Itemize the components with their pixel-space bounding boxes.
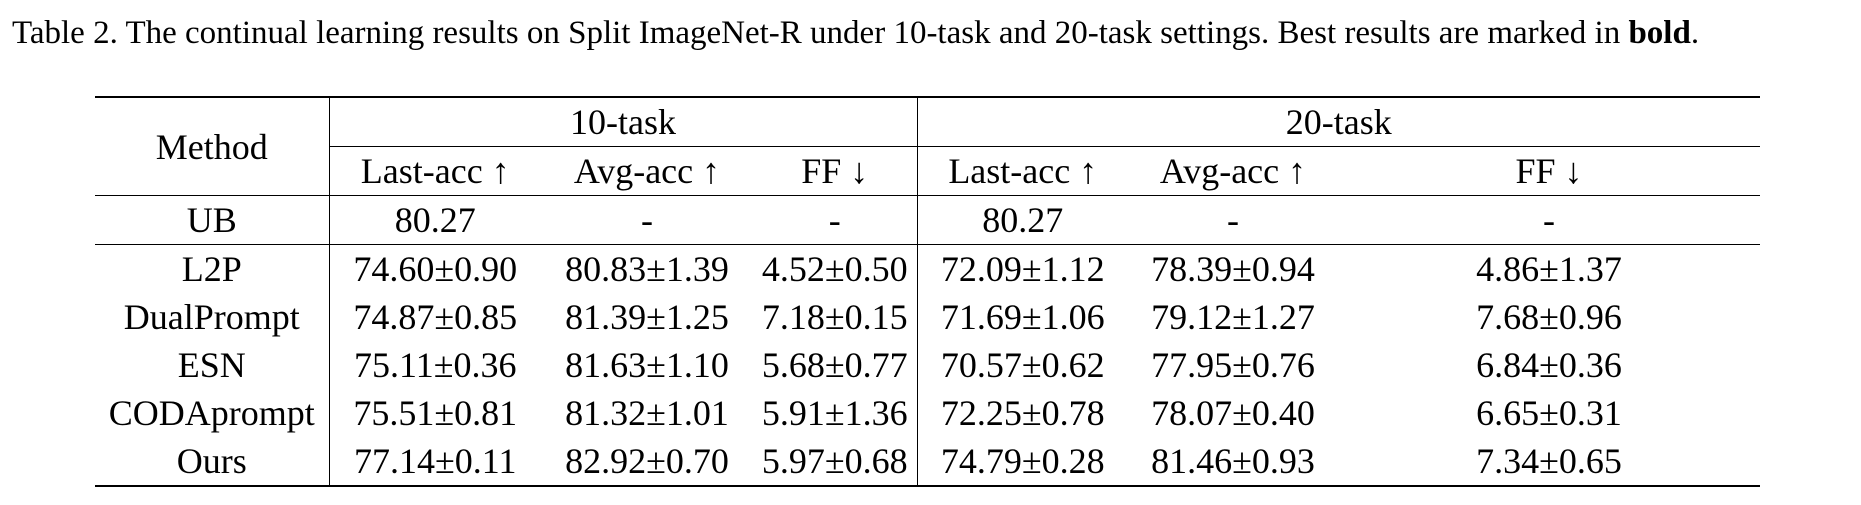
- method-cell: DualPrompt: [95, 293, 330, 341]
- value-cell: 81.63±1.10: [565, 345, 729, 385]
- value-cell: 74.60±0.90: [353, 249, 518, 289]
- caption-suffix: .: [1690, 15, 1700, 51]
- value-cell: 6.65±0.31: [1476, 393, 1622, 433]
- value-cell: 5.97±0.68: [753, 437, 918, 487]
- metric-header: Last-acc ↑: [917, 146, 1129, 196]
- method-cell: UB: [95, 195, 330, 245]
- table-row-ub: UB 80.27 - - 80.27 - -: [95, 195, 1761, 245]
- value-cell: -: [1128, 195, 1339, 245]
- value-cell: -: [541, 195, 753, 245]
- method-cell: Ours: [95, 437, 330, 487]
- value-cell: 7.18±0.15: [753, 293, 918, 341]
- value-cell: 78.07±0.40: [1151, 393, 1315, 433]
- value-cell-best: 77.14±0.11: [329, 437, 541, 487]
- metric-header: FF ↓: [1338, 146, 1761, 196]
- value-cell: 74.87±0.85: [353, 297, 518, 337]
- method-header: Method: [95, 96, 330, 196]
- value-cell: 71.69±1.06: [940, 297, 1105, 337]
- method-cell: ESN: [95, 341, 330, 389]
- metric-header-row: Last-acc ↑ Avg-acc ↑ FF ↓ Last-acc ↑ Avg…: [95, 146, 1761, 196]
- group-header-10-task: 10-task: [329, 96, 918, 147]
- method-cell: CODAprompt: [95, 389, 330, 437]
- value-cell-best: 4.52±0.50: [753, 244, 918, 293]
- value-cell: 81.39±1.25: [565, 297, 729, 337]
- method-cell: L2P: [95, 244, 330, 293]
- table-row: L2P 74.60±0.90 80.83±1.39 4.52±0.50 72.0…: [95, 244, 1760, 293]
- value-cell: 75.51±0.81: [353, 393, 518, 433]
- group-header-row: Method 10-task 20-task: [95, 96, 1761, 196]
- table-row: Ours 77.14±0.11 82.92±0.70 5.97±0.68 74.…: [95, 437, 1761, 487]
- metric-header: Last-acc ↑: [329, 146, 541, 196]
- value-cell: 70.57±0.62: [940, 345, 1105, 385]
- metric-header: Avg-acc ↑: [1128, 146, 1339, 196]
- value-cell: 75.11±0.36: [354, 345, 517, 385]
- value-cell: 78.39±0.94: [1151, 249, 1315, 289]
- value-cell: -: [753, 195, 918, 245]
- table-row: CODAprompt 75.51±0.81 81.32±1.01 5.91±1.…: [95, 389, 1760, 437]
- value-cell: -: [1338, 195, 1761, 245]
- value-cell: 77.95±0.76: [1151, 345, 1315, 385]
- value-cell: 80.27: [329, 195, 541, 245]
- value-cell-best: 74.79±0.28: [917, 437, 1129, 487]
- value-cell: 72.25±0.78: [940, 393, 1105, 433]
- results-table: Method 10-task 20-task Last-acc ↑ Avg-ac…: [95, 96, 1761, 487]
- value-cell: 7.34±0.65: [1338, 437, 1761, 487]
- value-cell-best: 82.92±0.70: [541, 437, 753, 487]
- value-cell: 6.84±0.36: [1476, 345, 1622, 385]
- value-cell: 7.68±0.96: [1476, 297, 1622, 337]
- value-cell: 81.32±1.01: [565, 393, 729, 433]
- value-cell: 80.27: [917, 195, 1129, 245]
- value-cell: 5.68±0.77: [753, 341, 918, 389]
- value-cell: 72.09±1.12: [940, 249, 1105, 289]
- table-row: ESN 75.11±0.36 81.63±1.10 5.68±0.77 70.5…: [95, 341, 1760, 389]
- metric-header: Avg-acc ↑: [541, 146, 753, 196]
- value-cell: 80.83±1.39: [565, 249, 729, 289]
- table-row: DualPrompt 74.87±0.85 81.39±1.25 7.18±0.…: [95, 293, 1760, 341]
- caption-bold-word: bold: [1628, 15, 1691, 51]
- metric-header: FF ↓: [753, 146, 918, 196]
- value-cell: 5.91±1.36: [753, 389, 918, 437]
- value-cell-best: 4.86±1.37: [1476, 249, 1622, 289]
- group-header-20-task: 20-task: [917, 96, 1761, 147]
- value-cell-best: 81.46±0.93: [1128, 437, 1339, 487]
- caption-prefix: Table 2. The continual learning results …: [12, 15, 1629, 51]
- value-cell: 79.12±1.27: [1151, 297, 1315, 337]
- table-caption: Table 2. The continual learning results …: [12, 8, 1852, 58]
